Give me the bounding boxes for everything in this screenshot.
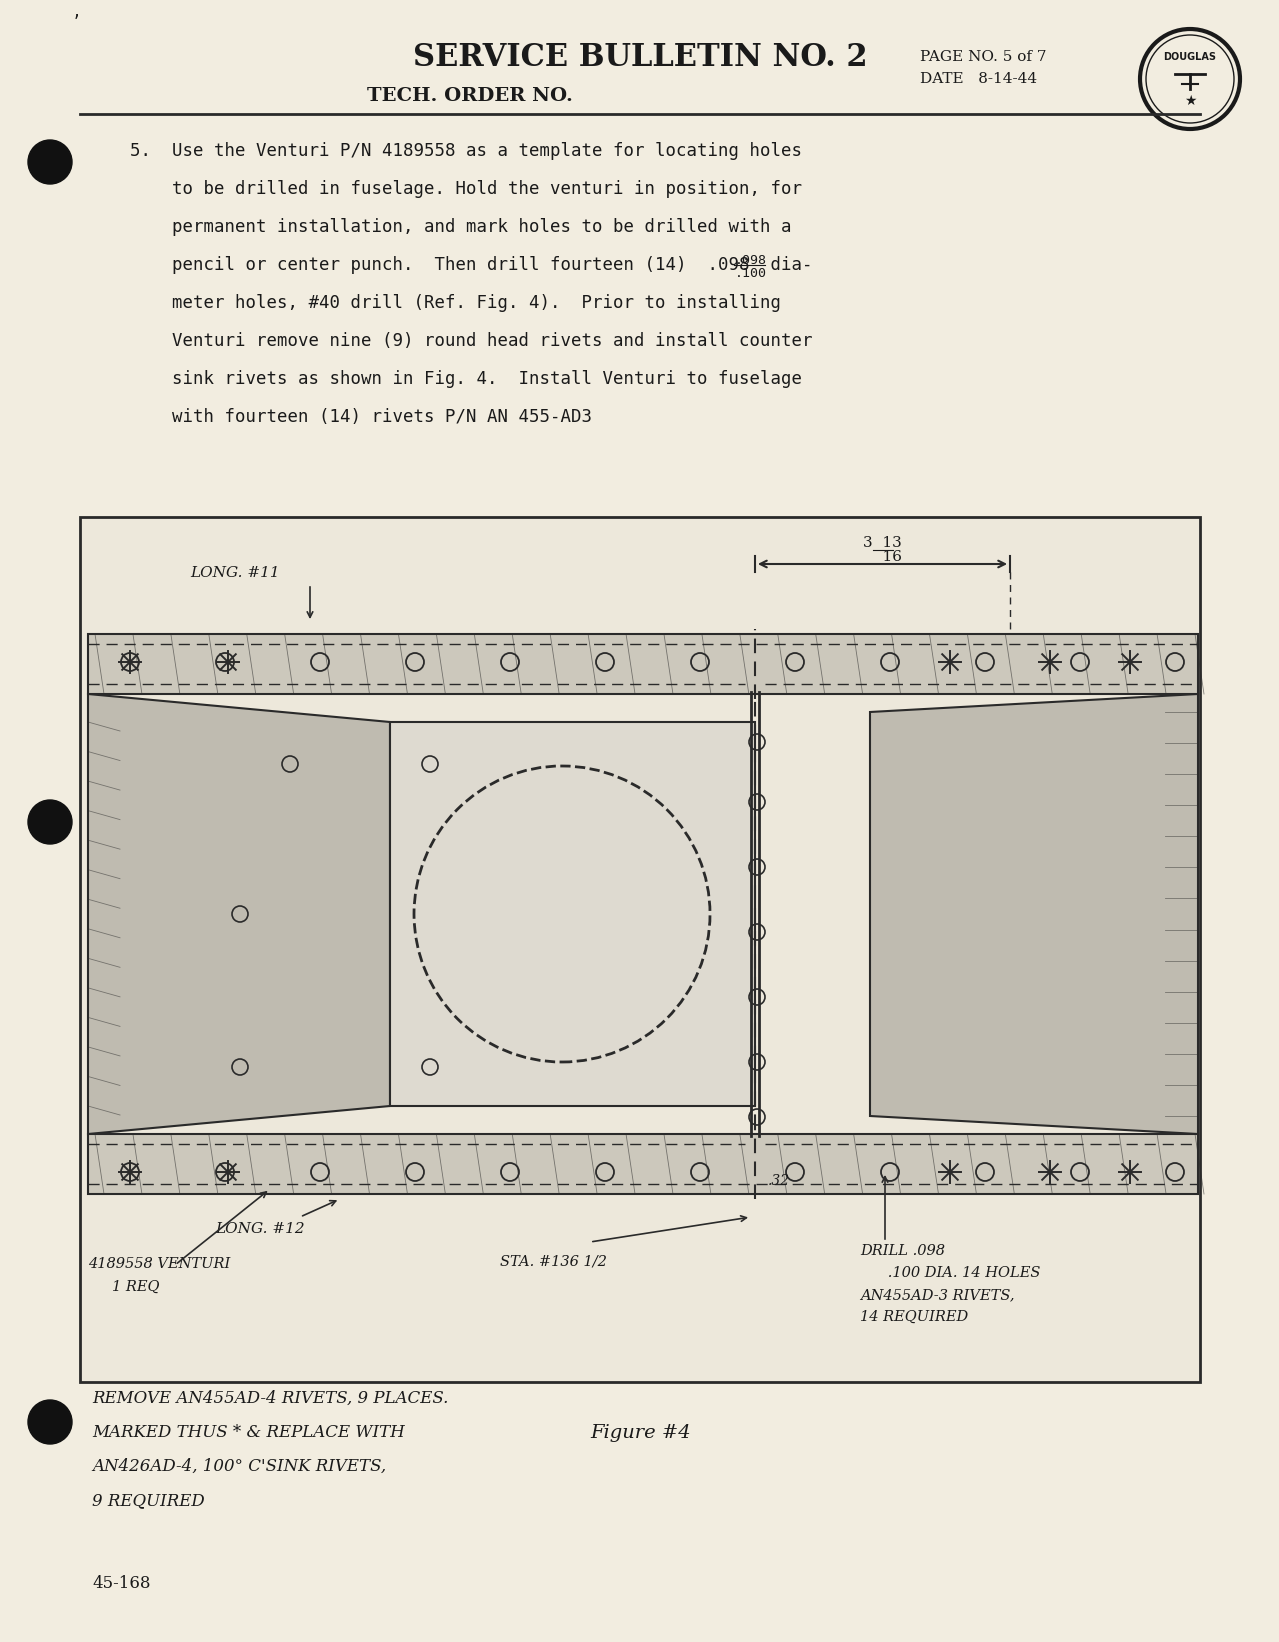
Text: with fourteen (14) rivets P/N AN 455-AD3: with fourteen (14) rivets P/N AN 455-AD3 — [130, 407, 592, 425]
Text: Venturi remove nine (9) round head rivets and install counter: Venturi remove nine (9) round head rivet… — [130, 332, 812, 350]
Text: 9 REQUIRED: 9 REQUIRED — [92, 1493, 205, 1509]
Text: PAGE NO. 5 of 7: PAGE NO. 5 of 7 — [920, 49, 1046, 64]
Text: SERVICE BULLETIN NO. 2: SERVICE BULLETIN NO. 2 — [413, 43, 867, 72]
Text: .098: .098 — [735, 255, 767, 268]
Bar — [88, 634, 1198, 695]
Text: pencil or center punch.  Then drill fourteen (14)  .098  dia-: pencil or center punch. Then drill fourt… — [130, 256, 812, 274]
Text: 5.  Use the Venturi P/N 4189558 as a template for locating holes: 5. Use the Venturi P/N 4189558 as a temp… — [130, 141, 802, 159]
Circle shape — [28, 800, 72, 844]
Text: 16: 16 — [863, 550, 902, 563]
Polygon shape — [870, 695, 1198, 1135]
Text: 3  13: 3 13 — [863, 535, 902, 550]
Text: Figure #4: Figure #4 — [590, 1424, 691, 1442]
Text: .100 DIA. 14 HOLES: .100 DIA. 14 HOLES — [859, 1266, 1040, 1281]
Text: to be drilled in fuselage. Hold the venturi in position, for: to be drilled in fuselage. Hold the vent… — [130, 181, 802, 199]
Bar — [88, 1135, 1198, 1194]
Text: permanent installation, and mark holes to be drilled with a: permanent installation, and mark holes t… — [130, 218, 792, 236]
Text: STA. #136 1/2: STA. #136 1/2 — [500, 1254, 606, 1268]
Text: .32: .32 — [767, 1174, 790, 1189]
Circle shape — [28, 1401, 72, 1443]
Text: DOUGLAS: DOUGLAS — [1164, 53, 1216, 62]
Text: 14 REQUIRED: 14 REQUIRED — [859, 1310, 968, 1323]
Text: ★: ★ — [1184, 94, 1196, 108]
Text: MARKED THUS * & REPLACE WITH: MARKED THUS * & REPLACE WITH — [92, 1424, 404, 1442]
Text: .100: .100 — [735, 268, 767, 281]
Text: AN455AD-3 RIVETS,: AN455AD-3 RIVETS, — [859, 1287, 1014, 1302]
Text: REMOVE AN455AD-4 RIVETS, 9 PLACES.: REMOVE AN455AD-4 RIVETS, 9 PLACES. — [92, 1391, 449, 1407]
Text: DRILL .098: DRILL .098 — [859, 1245, 945, 1258]
Polygon shape — [88, 695, 390, 1135]
Text: 45-168: 45-168 — [92, 1575, 151, 1593]
Text: 4189558 VENTURI: 4189558 VENTURI — [88, 1258, 230, 1271]
Bar — [390, 722, 755, 1107]
Text: DATE   8-14-44: DATE 8-14-44 — [920, 72, 1037, 85]
Text: LONG. #12: LONG. #12 — [215, 1222, 304, 1236]
Text: TECH. ORDER NO.: TECH. ORDER NO. — [367, 87, 573, 105]
Text: 1 REQ: 1 REQ — [113, 1281, 160, 1294]
Circle shape — [28, 140, 72, 184]
Text: sink rivets as shown in Fig. 4.  Install Venturi to fuselage: sink rivets as shown in Fig. 4. Install … — [130, 369, 802, 388]
Text: meter holes, #40 drill (Ref. Fig. 4).  Prior to installing: meter holes, #40 drill (Ref. Fig. 4). Pr… — [130, 294, 781, 312]
Bar — [81, 517, 1200, 1383]
Text: AN426AD-4, 100° C'SINK RIVETS,: AN426AD-4, 100° C'SINK RIVETS, — [92, 1458, 386, 1475]
Text: LONG. #11: LONG. #11 — [191, 566, 280, 580]
Text: ’: ’ — [72, 15, 81, 30]
